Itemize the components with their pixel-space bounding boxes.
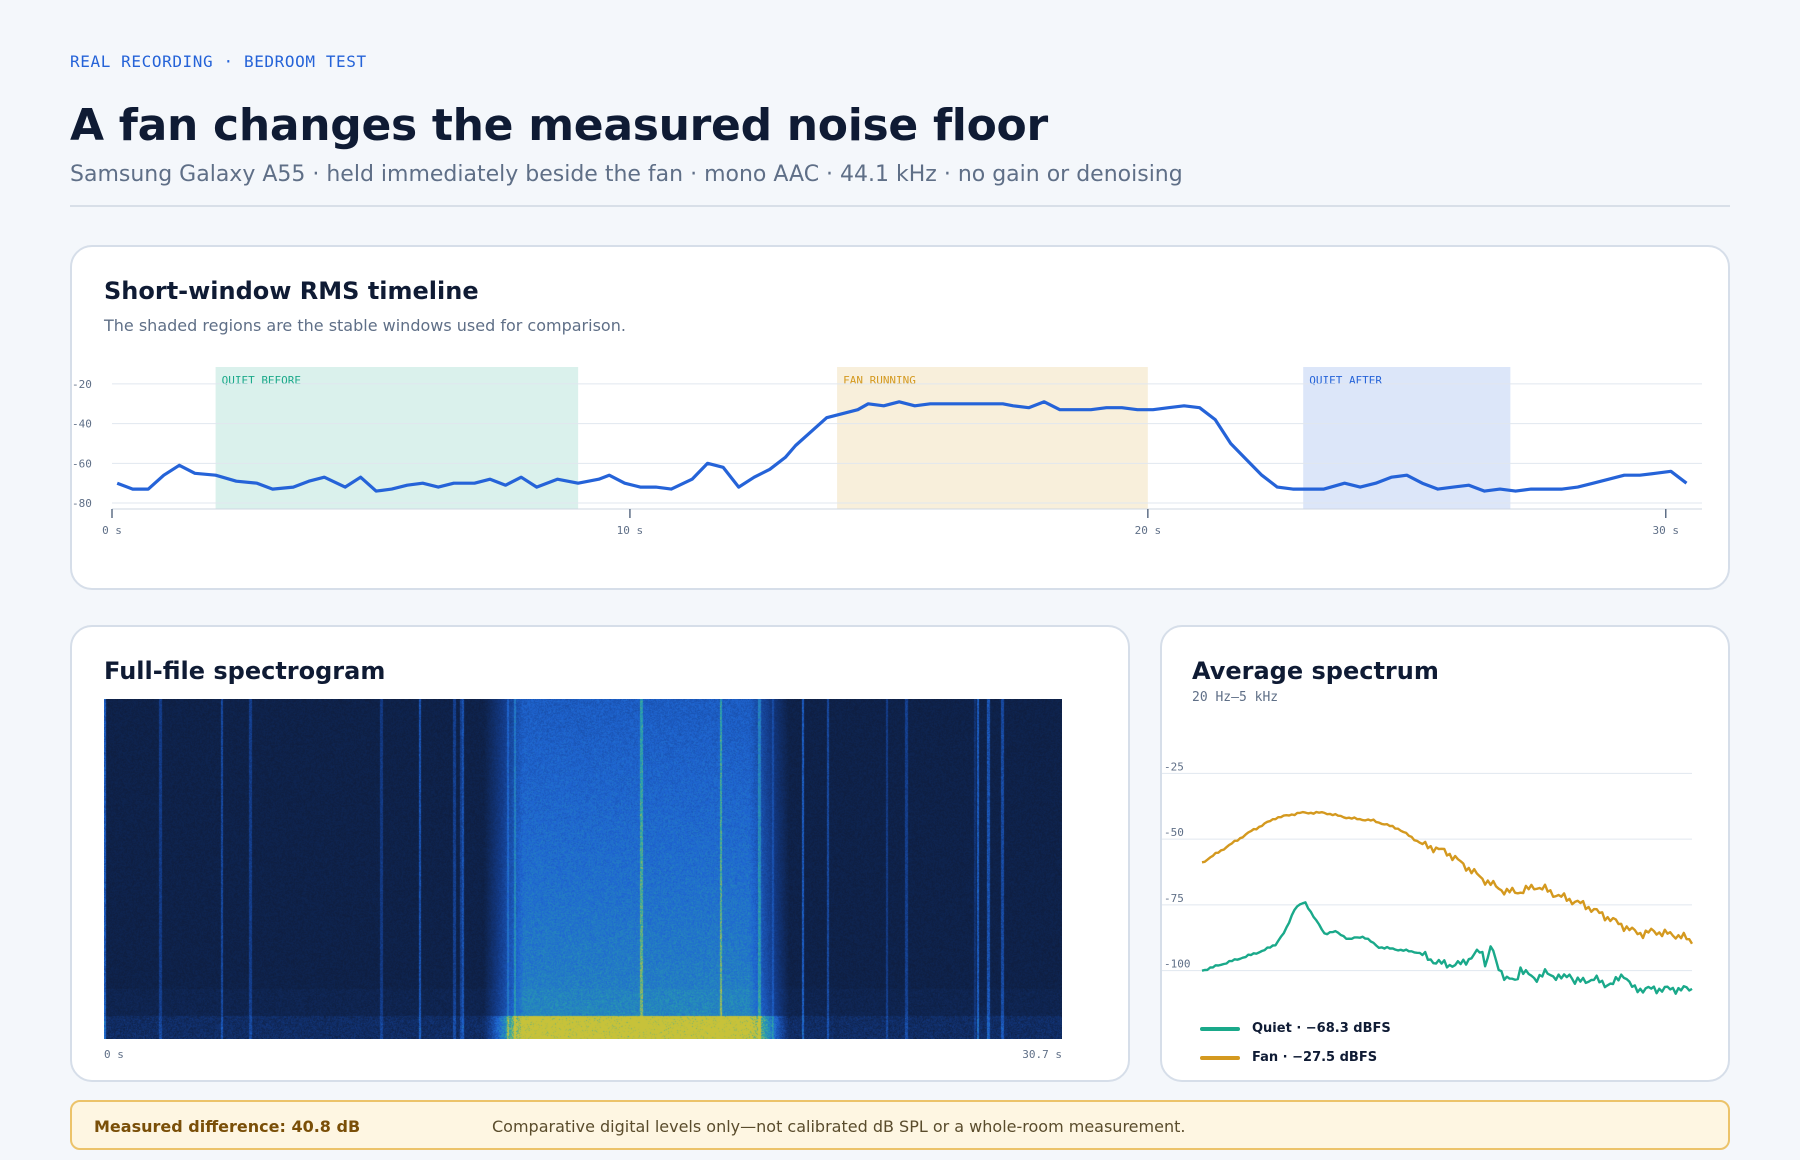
- spectrogram-title: Full-file spectrogram: [104, 657, 386, 685]
- avg-series-line-0: [1201, 901, 1693, 995]
- y-tick-label-0: -20: [72, 378, 92, 391]
- avg-y-tick-label-0: -25: [1164, 760, 1184, 773]
- y-tick-label-2: -60: [72, 457, 92, 470]
- spectrogram-x-end-label: 30.7 s: [1022, 1048, 1062, 1061]
- rms-timeline-title: Short-window RMS timeline: [104, 277, 479, 305]
- average-spectrum-caption: 20 Hz–5 kHz: [1192, 690, 1279, 705]
- measured-difference: Measured difference: 40.8 dB: [94, 1117, 361, 1136]
- avg-y-tick-label-2: -75: [1164, 892, 1184, 905]
- spectrogram-x-start-label: 0 s: [104, 1048, 124, 1061]
- average-spectrum-title: Average spectrum: [1192, 657, 1439, 685]
- rms-timeline-card: Short-window RMS timeline The shaded reg…: [70, 245, 1730, 590]
- rms-timeline-caption: The shaded regions are the stable window…: [104, 316, 626, 335]
- page-title: A fan changes the measured noise floor: [70, 100, 1048, 151]
- legend-item-fan: Fan · −27.5 dBFS: [1200, 1050, 1377, 1065]
- avg-y-tick-label-1: -50: [1164, 826, 1184, 839]
- y-tick-label-1: -40: [72, 418, 92, 431]
- comparison-window-label-0: QUIET BEFORE: [222, 374, 301, 387]
- x-tick-label-2: 20 s: [1135, 524, 1162, 537]
- legend-swatch-fan: [1200, 1055, 1240, 1060]
- calibration-note: Comparative digital levels only—not cali…: [492, 1117, 1186, 1136]
- spectrogram-image: [104, 699, 1062, 1039]
- legend-swatch-quiet: [1200, 1026, 1240, 1031]
- comparison-window-label-2: QUIET AFTER: [1309, 374, 1382, 387]
- average-spectrum-card: Average spectrum 20 Hz–5 kHz -25 -50 -75 -1…: [1160, 625, 1730, 1082]
- average-spectrum-chart: -25 -50 -75 -100: [1162, 760, 1694, 995]
- legend-label-quiet: Quiet · −68.3 dBFS: [1252, 1021, 1391, 1036]
- comparison-window-label-1: FAN RUNNING: [843, 374, 916, 387]
- y-tick-label-3: -80: [72, 497, 92, 510]
- measurement-banner: Measured difference: 40.8 dB Comparative…: [70, 1100, 1730, 1150]
- eyebrow-label: REAL RECORDING · BEDROOM TEST: [70, 52, 367, 71]
- avg-series-line-1: [1201, 810, 1694, 945]
- spectrogram-card: Full-file spectrogram 0 s 30.7 s: [70, 625, 1130, 1082]
- x-tick-label-0: 0 s: [102, 524, 122, 537]
- page-subtitle: Samsung Galaxy A55 · held immediately be…: [70, 162, 1183, 187]
- x-tick-label-3: 30 s: [1652, 524, 1679, 537]
- comparison-window-0: [215, 367, 579, 509]
- comparison-window-1: [837, 367, 1148, 509]
- header-divider: [70, 205, 1730, 207]
- rms-series-line: [116, 400, 1688, 493]
- legend-label-fan: Fan · −27.5 dBFS: [1252, 1050, 1378, 1065]
- avg-y-tick-label-3: -100: [1164, 958, 1191, 971]
- legend-item-quiet: Quiet · −68.3 dBFS: [1200, 1021, 1391, 1036]
- x-tick-label-1: 10 s: [617, 524, 644, 537]
- rms-timeline-chart: QUIET BEFORE FAN RUNNING QUIET AFTER -20 -40…: [72, 367, 1702, 537]
